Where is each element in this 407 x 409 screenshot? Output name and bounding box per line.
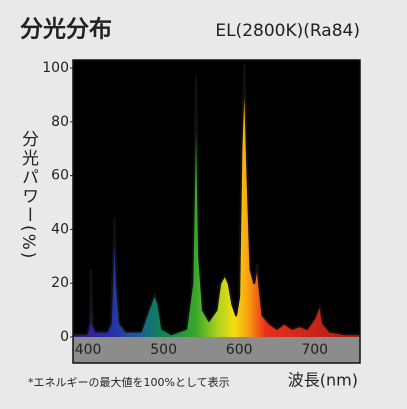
y-tick-label: 100 bbox=[42, 60, 69, 76]
footnote: *エネルギーの最大値を100%として表示 bbox=[28, 375, 230, 389]
y-axis-label: 分光パワー(%) bbox=[18, 130, 39, 260]
x-tick-label: 700 bbox=[301, 342, 328, 358]
x-axis-band bbox=[73, 337, 360, 363]
y-tick-label: 60 bbox=[51, 168, 69, 184]
spectrum-line bbox=[73, 64, 360, 336]
x-tick-label: 600 bbox=[226, 342, 253, 358]
plot-area bbox=[73, 60, 360, 337]
x-axis-label: 波長(nm) bbox=[288, 371, 358, 390]
x-tick-label: 500 bbox=[150, 342, 177, 358]
y-tick-label: 80 bbox=[51, 114, 69, 130]
y-tick-label: 20 bbox=[51, 275, 69, 291]
chart-title: 分光分布 bbox=[20, 16, 112, 43]
plot-frame bbox=[72, 59, 361, 364]
y-tick-label: 40 bbox=[51, 221, 69, 237]
y-tick-label: 0 bbox=[60, 329, 69, 345]
chart-subtitle: EL(2800K)(Ra84) bbox=[215, 21, 360, 41]
x-tick-label: 400 bbox=[75, 342, 102, 358]
